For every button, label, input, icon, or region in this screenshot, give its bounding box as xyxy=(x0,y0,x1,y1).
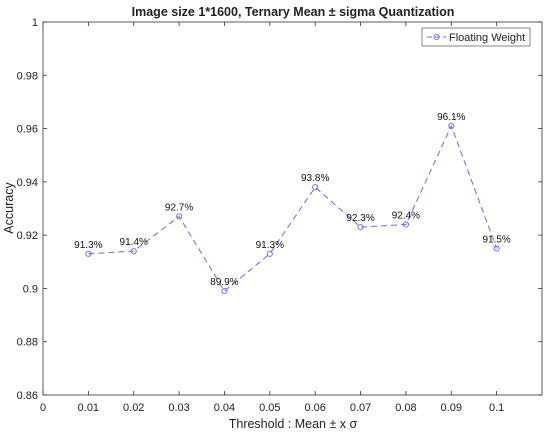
data-label: 89.9% xyxy=(210,277,238,288)
data-label: 93.8% xyxy=(301,173,329,184)
data-point-marker xyxy=(221,288,228,295)
data-point-marker xyxy=(493,245,500,252)
x-tick-label: 0.03 xyxy=(168,402,189,414)
legend-marker-sample xyxy=(433,33,440,41)
data-label: 96.1% xyxy=(437,112,465,123)
x-tick-label: 0.04 xyxy=(214,402,235,414)
legend-box xyxy=(421,27,531,47)
data-label: 91.5% xyxy=(482,234,510,245)
data-label: 91.4% xyxy=(120,237,148,248)
data-point-marker xyxy=(176,213,183,220)
chart-title: Image size 1*1600, Ternary Mean ± sigma … xyxy=(132,5,455,19)
legend-label: Floating Weight xyxy=(449,32,525,44)
plot-frame xyxy=(42,21,543,396)
x-tick-label: 0 xyxy=(40,402,46,414)
y-tick-label: 0.9 xyxy=(23,283,38,295)
y-tick-label: 0.96 xyxy=(17,124,38,136)
data-point-marker xyxy=(130,248,137,255)
x-tick-label: 0.05 xyxy=(259,402,280,414)
x-tick-label: 0.01 xyxy=(78,402,99,414)
data-point-marker xyxy=(266,250,273,257)
y-tick-label: 0.98 xyxy=(17,70,38,82)
x-tick-label: 0.08 xyxy=(395,402,416,414)
data-point-marker xyxy=(312,184,319,191)
data-label: 92.7% xyxy=(165,202,193,213)
y-tick-label: 1 xyxy=(32,17,38,29)
data-label: 92.3% xyxy=(346,213,374,224)
x-tick-label: 0.06 xyxy=(304,402,325,414)
plot-area: 0 0.01 0.02 0.03 0.04 0.05 0.06 0.07 0.08 0.09 0.1… xyxy=(17,17,543,414)
y-tick-label: 0.88 xyxy=(17,337,38,349)
x-tick-label: 0.07 xyxy=(350,402,371,414)
y-tick-label: 0.86 xyxy=(17,390,38,402)
series-line xyxy=(88,124,498,292)
data-point-marker xyxy=(85,250,92,257)
data-point-marker xyxy=(402,221,409,228)
x-tick-label: 0.02 xyxy=(123,402,144,414)
y-tick-label: 0.94 xyxy=(17,177,38,189)
x-axis-label: Threshold : Mean ± x σ xyxy=(229,417,358,431)
data-point-marker xyxy=(448,122,455,129)
data-point-marker xyxy=(357,224,364,231)
x-tick-label: 0.09 xyxy=(441,402,462,414)
y-axis-label: Accuracy xyxy=(2,182,16,234)
data-label: 92.4% xyxy=(392,210,420,221)
legend: Floating Weight xyxy=(421,27,531,47)
data-label: 91.3% xyxy=(74,240,102,251)
x-tick-label: 0.1 xyxy=(489,402,504,414)
y-tick-label: 0.92 xyxy=(17,230,38,242)
data-label: 91.3% xyxy=(256,240,284,251)
